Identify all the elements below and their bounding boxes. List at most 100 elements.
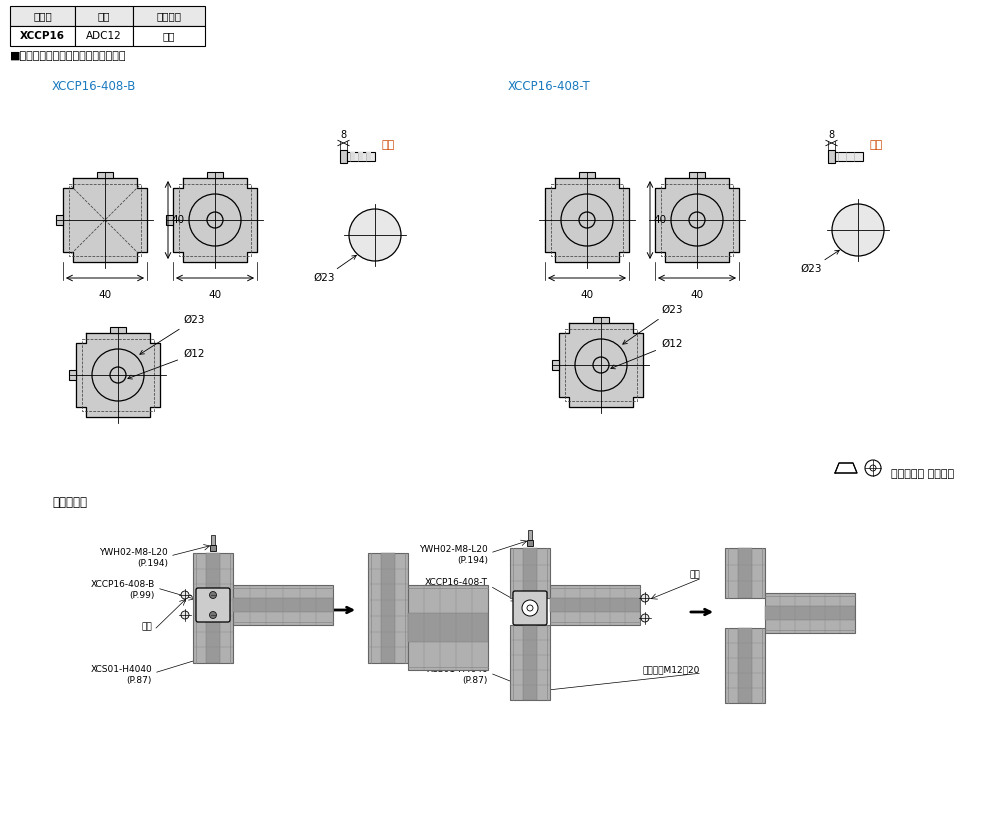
Bar (97, 172, 113, 178)
Polygon shape (76, 333, 160, 417)
Text: XCS01-H4040
(P.87): XCS01-H4040 (P.87) (427, 665, 488, 685)
Text: 8: 8 (340, 130, 346, 140)
Text: ■用于两条或三条型材间的直角连接。: ■用于两条或三条型材间的直角连接。 (10, 51, 127, 61)
Text: 40: 40 (690, 290, 703, 300)
Text: 扣盖: 扣盖 (141, 622, 152, 631)
Bar (523, 625, 537, 700)
Bar (738, 628, 752, 703)
Bar (725, 548, 765, 598)
Bar (725, 628, 765, 703)
Text: 扣盖: 扣盖 (689, 570, 700, 579)
Bar (206, 553, 220, 663)
Bar (510, 625, 550, 700)
Bar (210, 545, 216, 551)
Text: 材质: 材质 (98, 11, 110, 21)
Text: 喷沙: 喷沙 (163, 31, 176, 41)
Polygon shape (63, 178, 147, 262)
Bar (10, 6, 75, 26)
Bar (527, 539, 533, 546)
Text: XCCP16-408-B: XCCP16-408-B (52, 80, 136, 93)
Text: 表面处理: 表面处理 (157, 11, 182, 21)
Bar (69, 184, 141, 256)
Bar (765, 606, 855, 620)
Text: XCCP16: XCCP16 (20, 31, 65, 41)
Bar (10, 26, 75, 46)
Text: 40: 40 (171, 215, 185, 225)
Bar (835, 152, 863, 161)
Bar (738, 548, 752, 598)
Bar (69, 370, 76, 380)
Polygon shape (545, 178, 629, 262)
Bar (550, 585, 640, 625)
Text: Ø23: Ø23 (140, 315, 204, 354)
Text: Ø23: Ø23 (800, 250, 839, 274)
Bar (523, 548, 537, 598)
Bar (579, 172, 595, 178)
Circle shape (181, 591, 189, 599)
Text: YWH02-M8-L20
(P.194): YWH02-M8-L20 (P.194) (99, 548, 168, 568)
Bar (75, 26, 133, 46)
Bar (366, 152, 371, 161)
Text: Ø23: Ø23 (313, 255, 356, 283)
Circle shape (641, 614, 649, 622)
Bar (689, 172, 705, 178)
Bar (408, 585, 488, 670)
Bar (550, 598, 640, 612)
Text: 40: 40 (653, 215, 666, 225)
Text: 附件: 附件 (382, 140, 395, 150)
Circle shape (349, 209, 401, 261)
Bar (765, 593, 855, 633)
Text: 40: 40 (98, 290, 111, 300)
Bar (233, 585, 333, 625)
Bar (350, 152, 355, 161)
Text: 视图标准： 第三视角: 视图标准： 第三视角 (891, 469, 954, 479)
Text: XCS01-H4040
(P.87): XCS01-H4040 (P.87) (90, 665, 152, 685)
Polygon shape (173, 178, 257, 262)
Circle shape (181, 611, 189, 619)
Bar (75, 6, 133, 26)
Bar (593, 317, 609, 323)
Bar (565, 329, 637, 401)
Circle shape (522, 600, 538, 616)
Bar (110, 327, 126, 333)
Bar (207, 172, 223, 178)
Text: 端面攻牙M12深20: 端面攻牙M12深20 (643, 665, 700, 674)
Text: 系列码: 系列码 (33, 11, 52, 21)
Circle shape (209, 591, 216, 598)
Circle shape (527, 605, 533, 611)
Bar (828, 150, 835, 163)
Bar (381, 553, 395, 663)
Polygon shape (655, 178, 739, 262)
Text: 40: 40 (580, 290, 593, 300)
Bar (368, 553, 408, 663)
Text: XCCP16-408-T
(P.99): XCCP16-408-T (P.99) (425, 578, 488, 598)
Bar (133, 6, 205, 26)
Text: 使用示例：: 使用示例： (52, 496, 87, 509)
Polygon shape (559, 323, 643, 407)
Text: YWH02-M8-L20
(P.194): YWH02-M8-L20 (P.194) (420, 545, 488, 565)
Bar (340, 150, 347, 163)
Circle shape (641, 594, 649, 602)
Bar (166, 215, 173, 225)
FancyBboxPatch shape (513, 591, 547, 625)
Text: Ø23: Ø23 (623, 305, 682, 344)
Text: 40: 40 (208, 290, 221, 300)
Bar (408, 612, 488, 643)
Bar (347, 152, 375, 161)
Text: 附件: 附件 (870, 140, 883, 150)
Bar (510, 548, 550, 598)
FancyBboxPatch shape (196, 588, 230, 622)
Text: Ø12: Ø12 (128, 349, 204, 379)
Bar (528, 530, 532, 539)
Bar (82, 339, 154, 411)
Bar (552, 360, 559, 370)
Bar (193, 553, 233, 663)
Bar (661, 184, 733, 256)
Text: 8: 8 (828, 130, 834, 140)
Circle shape (832, 204, 884, 256)
Bar (179, 184, 251, 256)
Bar (233, 598, 333, 612)
Bar (211, 535, 215, 545)
Text: XCCP16-408-T: XCCP16-408-T (508, 80, 591, 93)
Bar (56, 215, 63, 225)
